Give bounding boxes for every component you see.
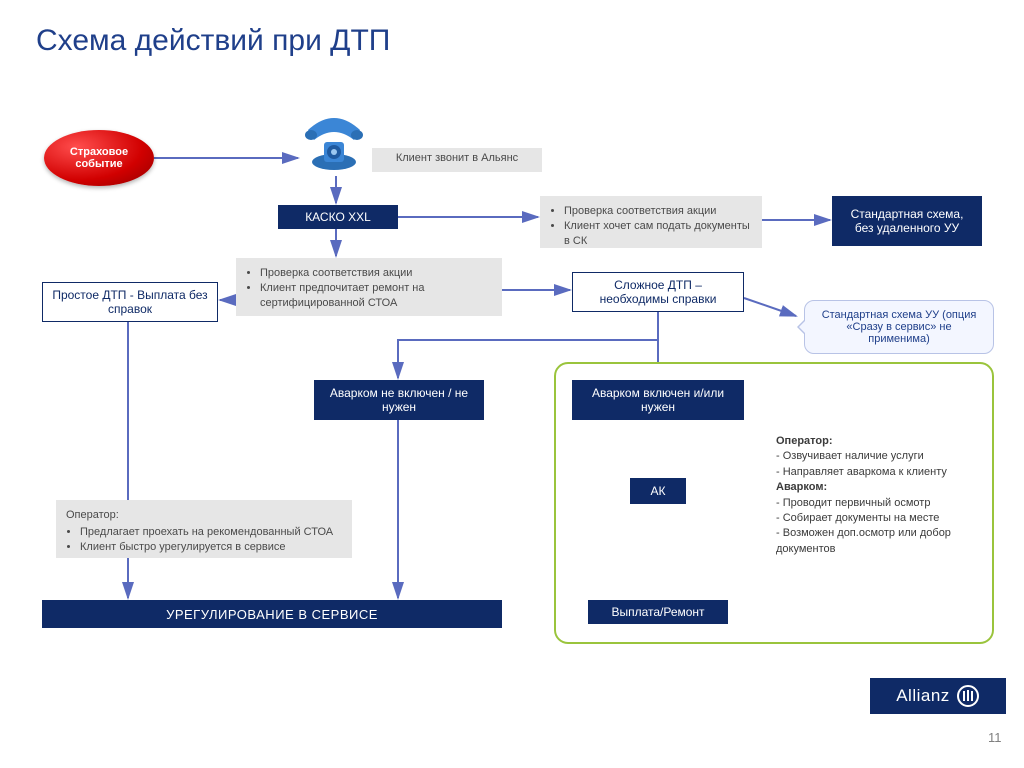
page-number: 11	[988, 730, 1002, 745]
start-event-node: Страховое событие	[44, 130, 154, 186]
simple-dtp-node: Простое ДТП - Выплата без справок	[42, 282, 218, 322]
operator-avarkom-list: Оператор: - Озвучивает наличие услуги - …	[768, 428, 978, 563]
start-event-label: Страховое событие	[70, 146, 128, 170]
av-li2: Собирает документы на месте	[783, 512, 940, 524]
av-header: Аварком:	[776, 481, 827, 493]
check2-item2: Клиент предпочитает ремонт на сертифицир…	[260, 281, 492, 311]
ak-label: АК	[651, 484, 666, 498]
avarkom-no-label: Аварком не включен / не нужен	[322, 386, 476, 414]
avarkom-yes-label: Аварком включен и/или нужен	[580, 386, 736, 414]
check1-item1: Проверка соответствия акции	[564, 204, 752, 219]
slide-title: Схема действий при ДТП	[36, 24, 390, 58]
phone-icon	[302, 112, 366, 172]
slide: Схема действий при ДТП Страхово	[0, 0, 1024, 768]
kasko-node: КАСКО XXL	[278, 205, 398, 229]
client-calls-text: Клиент звонит в Альянс	[396, 151, 518, 166]
op2-li1: Предлагает проехать на рекомендованный С…	[80, 525, 342, 540]
logo-text: Allianz	[896, 686, 950, 706]
op2-li2: Клиент быстро урегулируется в сервисе	[80, 540, 342, 555]
std-scheme-callout: Стандартная схема УУ (опция «Сразу в сер…	[804, 300, 994, 354]
check2-item1: Проверка соответствия акции	[260, 266, 492, 281]
avarkom-yes-node: Аварком включен и/или нужен	[572, 380, 744, 420]
std-scheme-label: Стандартная схема, без удаленного УУ	[840, 207, 974, 235]
check1-item2: Клиент хочет сам подать документы в СК	[564, 219, 752, 249]
check2-node: Проверка соответствия акции Клиент предп…	[236, 258, 502, 316]
simple-dtp-label: Простое ДТП - Выплата без справок	[51, 288, 209, 316]
allianz-logo: Allianz	[870, 678, 1006, 714]
complex-dtp-label: Сложное ДТП – необходимы справки	[581, 278, 735, 306]
ak-node: АК	[630, 478, 686, 504]
op-li2: Направляет аваркома к клиенту	[783, 466, 947, 478]
op-header: Оператор:	[776, 435, 833, 447]
settlement-label: УРЕГУЛИРОВАНИЕ В СЕРВИСЕ	[166, 607, 378, 622]
callout-text: Стандартная схема УУ (опция «Сразу в сер…	[822, 309, 977, 345]
complex-dtp-node: Сложное ДТП – необходимы справки	[572, 272, 744, 312]
op2-header: Оператор:	[66, 509, 119, 521]
allianz-logo-icon	[956, 684, 980, 708]
settlement-node: УРЕГУЛИРОВАНИЕ В СЕРВИСЕ	[42, 600, 502, 628]
kasko-label: КАСКО XXL	[305, 210, 371, 224]
operator2-node: Оператор: Предлагает проехать на рекомен…	[56, 500, 352, 558]
payout-node: Выплата/Ремонт	[588, 600, 728, 624]
payout-label: Выплата/Ремонт	[611, 605, 704, 619]
op-li1: Озвучивает наличие услуги	[783, 450, 924, 462]
client-calls-label: Клиент звонит в Альянс	[372, 148, 542, 172]
av-li1: Проводит первичный осмотр	[783, 497, 931, 509]
check1-node: Проверка соответствия акции Клиент хочет…	[540, 196, 762, 248]
av-li3: Возможен доп.осмотр или добор документов	[776, 527, 951, 554]
std-scheme-node: Стандартная схема, без удаленного УУ	[832, 196, 982, 246]
avarkom-no-node: Аварком не включен / не нужен	[314, 380, 484, 420]
